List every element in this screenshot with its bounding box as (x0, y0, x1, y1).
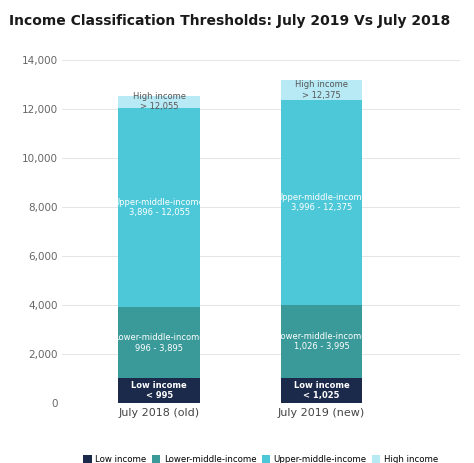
Text: Lower-middle-income
996 - 3,895: Lower-middle-income 996 - 3,895 (114, 333, 204, 353)
Bar (281, 305, 362, 378)
Text: Low income
< 995: Low income < 995 (131, 381, 187, 400)
Bar (118, 108, 200, 307)
Bar (281, 80, 362, 100)
Text: Upper-middle-income
3,996 - 12,375: Upper-middle-income 3,996 - 12,375 (276, 193, 367, 212)
Bar (118, 95, 200, 108)
Text: Lower-middle-income
1,026 - 3,995: Lower-middle-income 1,026 - 3,995 (276, 332, 367, 351)
Legend: Low income, Lower-middle-income, Upper-middle-income, High income: Low income, Lower-middle-income, Upper-m… (80, 451, 442, 463)
Bar (118, 307, 200, 378)
Text: Low income
< 1,025: Low income < 1,025 (294, 381, 349, 400)
Bar (281, 100, 362, 305)
Text: Income Classification Thresholds: July 2019 Vs July 2018: Income Classification Thresholds: July 2… (9, 14, 451, 28)
Text: Upper-middle-income
3,896 - 12,055: Upper-middle-income 3,896 - 12,055 (114, 198, 205, 217)
Bar (118, 378, 200, 403)
Text: High income
> 12,375: High income > 12,375 (295, 80, 348, 100)
Bar (281, 378, 362, 403)
Text: High income
> 12,055: High income > 12,055 (133, 92, 186, 112)
